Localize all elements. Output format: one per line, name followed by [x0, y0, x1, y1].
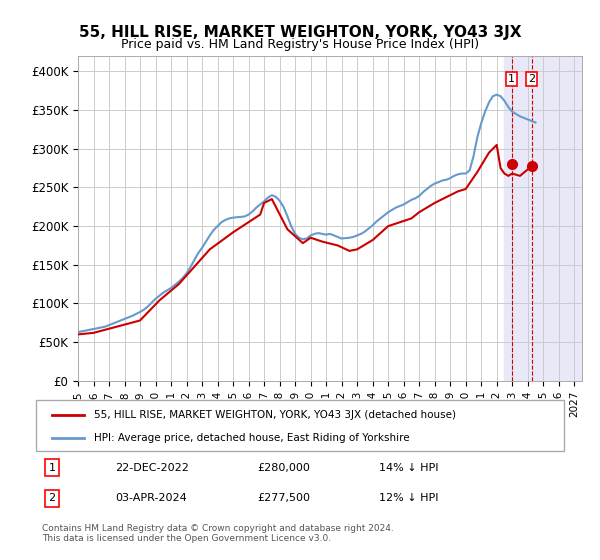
Text: HPI: Average price, detached house, East Riding of Yorkshire: HPI: Average price, detached house, East…: [94, 433, 410, 443]
Text: Price paid vs. HM Land Registry's House Price Index (HPI): Price paid vs. HM Land Registry's House …: [121, 38, 479, 51]
Text: 22-DEC-2022: 22-DEC-2022: [115, 463, 189, 473]
Text: 2: 2: [48, 493, 55, 503]
Text: 1: 1: [49, 463, 55, 473]
Text: 12% ↓ HPI: 12% ↓ HPI: [379, 493, 439, 503]
Text: 55, HILL RISE, MARKET WEIGHTON, YORK, YO43 3JX: 55, HILL RISE, MARKET WEIGHTON, YORK, YO…: [79, 25, 521, 40]
Text: Contains HM Land Registry data © Crown copyright and database right 2024.
This d: Contains HM Land Registry data © Crown c…: [42, 524, 394, 543]
Text: 2: 2: [528, 74, 535, 84]
Bar: [505, 56, 582, 381]
Text: 55, HILL RISE, MARKET WEIGHTON, YORK, YO43 3JX (detached house): 55, HILL RISE, MARKET WEIGHTON, YORK, YO…: [94, 409, 456, 419]
FancyBboxPatch shape: [36, 400, 564, 451]
Text: £277,500: £277,500: [258, 493, 311, 503]
Text: 1: 1: [508, 74, 515, 84]
Text: £280,000: £280,000: [258, 463, 311, 473]
Text: 03-APR-2024: 03-APR-2024: [115, 493, 187, 503]
Text: 14% ↓ HPI: 14% ↓ HPI: [379, 463, 439, 473]
